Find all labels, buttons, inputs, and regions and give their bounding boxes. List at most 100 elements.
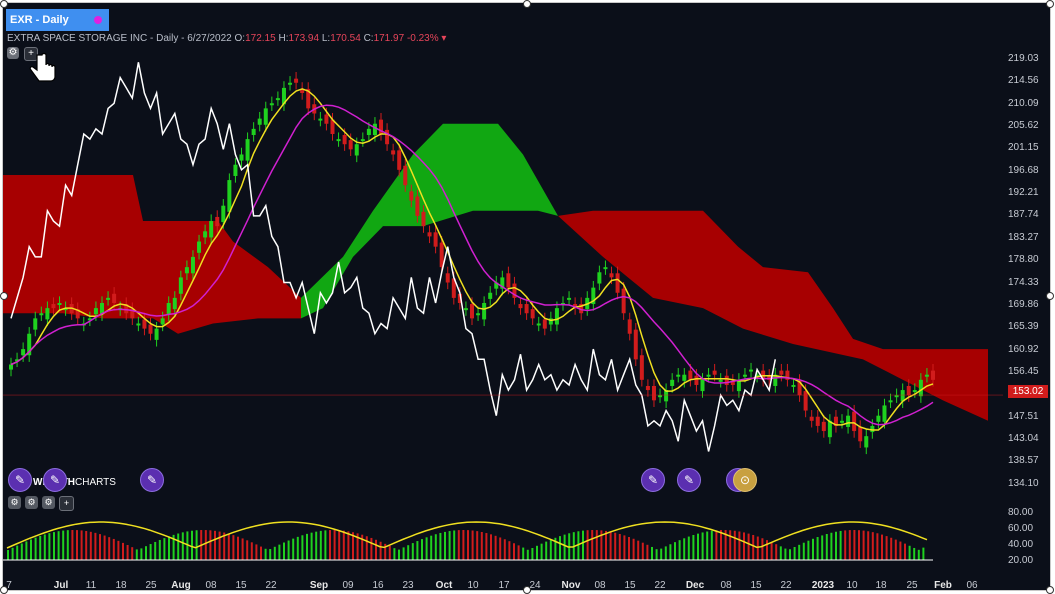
candle	[190, 256, 195, 274]
indicator-bar	[697, 533, 699, 560]
event-marker-icon[interactable]: ✎	[140, 468, 164, 492]
candle	[924, 374, 929, 377]
candle	[433, 232, 438, 247]
ohlc-legend: EXTRA SPACE STORAGE INC - Daily - 6/27/2…	[7, 33, 447, 44]
indicator-bar	[789, 549, 791, 560]
event-marker-icon[interactable]: ✎	[8, 468, 32, 492]
indicator-bar	[329, 530, 331, 560]
indicator-bar	[154, 541, 157, 560]
candle	[730, 380, 735, 385]
indicator-bar	[508, 541, 511, 560]
event-marker-icon[interactable]: ✎	[43, 468, 67, 492]
candle	[221, 205, 226, 223]
candle	[579, 304, 584, 314]
candle	[821, 421, 826, 432]
resize-handle[interactable]	[523, 0, 531, 8]
panel-settings-icon[interactable]: ⚙	[8, 496, 21, 509]
candle	[512, 283, 517, 298]
indicator-bar	[830, 532, 833, 560]
date-tick-label: 08	[205, 580, 217, 591]
candle	[354, 144, 359, 156]
candle	[736, 379, 741, 392]
candle	[530, 309, 535, 319]
candle	[227, 180, 232, 212]
panel-settings-icon[interactable]: ⚙	[42, 496, 55, 509]
resize-handle[interactable]	[0, 0, 8, 8]
indicator-panel[interactable]	[3, 498, 1003, 573]
price-chart[interactable]	[3, 47, 1003, 495]
candle	[791, 384, 796, 387]
indicator-bar	[756, 536, 759, 560]
candle	[712, 370, 717, 375]
indicator-bar	[140, 548, 143, 560]
indicator-bar	[76, 530, 78, 560]
indicator-bar	[577, 531, 580, 560]
date-tick-label: 7	[6, 580, 12, 591]
candle	[366, 128, 371, 136]
panel-settings-icon[interactable]: ⚙	[25, 496, 38, 509]
indicator-bar	[145, 546, 147, 560]
symbol-tag[interactable]: EXR - Daily	[6, 9, 109, 31]
indicator-bar	[536, 545, 538, 560]
indicator-bar	[844, 530, 847, 560]
candle	[269, 103, 274, 106]
change-value: -0.23%	[406, 33, 439, 44]
candle	[554, 308, 559, 325]
indicator-bar	[485, 533, 488, 560]
candle	[912, 390, 917, 393]
indicator-bar	[881, 534, 883, 560]
candle	[336, 139, 341, 142]
event-marker-icon[interactable]: ✎	[677, 468, 701, 492]
indicator-bar	[563, 534, 566, 560]
indicator-bar	[283, 542, 285, 560]
candle	[197, 241, 202, 253]
date-tick-label: Sep	[309, 580, 329, 591]
resize-handle[interactable]	[1046, 0, 1054, 8]
indicator-bar	[278, 544, 281, 560]
open-value: 172.15	[245, 33, 276, 44]
candle	[894, 395, 899, 398]
candle	[742, 374, 747, 377]
indicator-bar	[260, 546, 262, 560]
add-panel-icon[interactable]: +	[59, 496, 74, 511]
price-tick-label: 174.33	[1008, 276, 1039, 288]
candle	[142, 319, 147, 329]
indicator-bar	[108, 537, 111, 560]
indicator-bar	[103, 535, 106, 560]
add-icon[interactable]: +	[24, 47, 38, 61]
indicator-bar	[641, 542, 644, 560]
indicator-bar	[618, 533, 621, 560]
indicator-bar	[669, 544, 672, 560]
date-tick-label: 06	[966, 580, 978, 591]
indicator-bar	[720, 530, 722, 560]
indicator-bar	[333, 530, 336, 560]
indicator-bar	[917, 549, 920, 560]
candle	[682, 374, 687, 381]
settings-icon[interactable]: ⚙	[7, 47, 19, 59]
candle	[45, 308, 50, 320]
indicator-bar	[770, 542, 773, 560]
event-marker-icon[interactable]: ✎	[641, 468, 665, 492]
price-tick-label: 196.68	[1008, 164, 1039, 176]
indicator-bar	[223, 532, 226, 560]
indicator-bar	[490, 534, 492, 560]
indicator-bar	[43, 534, 46, 560]
indicator-bar	[342, 530, 345, 560]
resize-handle[interactable]	[1046, 292, 1054, 300]
price-tick-label: 147.51	[1008, 410, 1039, 422]
candle	[718, 379, 723, 382]
indicator-bar	[430, 535, 433, 560]
candle	[288, 82, 293, 85]
candle	[724, 375, 729, 385]
candle	[846, 415, 851, 427]
resize-handle[interactable]	[0, 292, 8, 300]
dividend-marker-icon[interactable]: ⊙	[733, 468, 757, 492]
indicator-bar	[462, 530, 465, 560]
indicator-bar	[559, 536, 561, 560]
indicator-bar	[168, 536, 170, 560]
indicator-bar	[112, 538, 115, 560]
close-value: 171.97	[373, 33, 405, 44]
indicator-bar	[747, 533, 750, 560]
candle	[676, 374, 681, 377]
candle	[233, 164, 238, 176]
